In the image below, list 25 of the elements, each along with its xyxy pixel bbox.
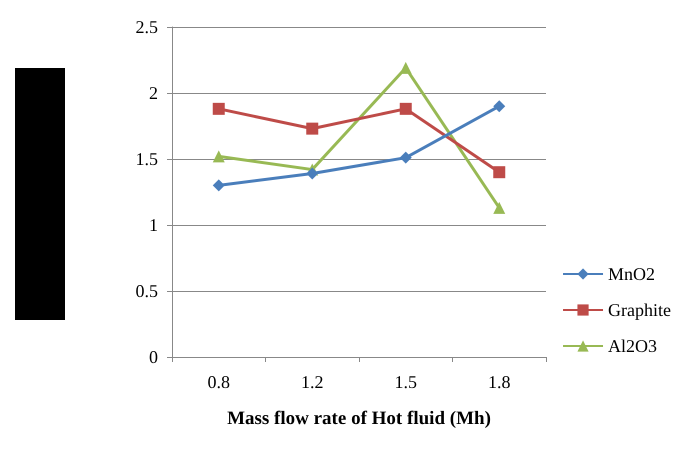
- point: [212, 102, 225, 115]
- x-axis-title: Mass flow rate of Hot fluid (Mh): [227, 408, 491, 429]
- y-tick-label: 0.5: [136, 281, 158, 301]
- point: [400, 102, 412, 115]
- point: [493, 202, 506, 214]
- point: [306, 168, 318, 180]
- point: [493, 100, 506, 112]
- point: [306, 122, 318, 135]
- y-tick-label: 2: [149, 83, 158, 103]
- point: [212, 179, 225, 192]
- point: [400, 62, 412, 74]
- point: [212, 150, 225, 162]
- x-tick-label: 1.2: [301, 372, 324, 392]
- y-tick-label: 1.5: [136, 149, 158, 169]
- point: [400, 152, 412, 164]
- legend-label: Al2O3: [608, 336, 658, 356]
- x-tick-label: 1.5: [394, 372, 417, 392]
- legend-label: MnO2: [608, 264, 656, 284]
- legend-label: Graphite: [608, 300, 672, 320]
- x-tick-label: 0.8: [208, 372, 230, 392]
- y-tick-label: 1: [149, 215, 158, 235]
- y-tick-label: 0: [149, 347, 158, 367]
- y-tick-label: 2.5: [136, 17, 158, 37]
- x-tick-label: 1.8: [488, 372, 510, 392]
- point: [493, 166, 506, 178]
